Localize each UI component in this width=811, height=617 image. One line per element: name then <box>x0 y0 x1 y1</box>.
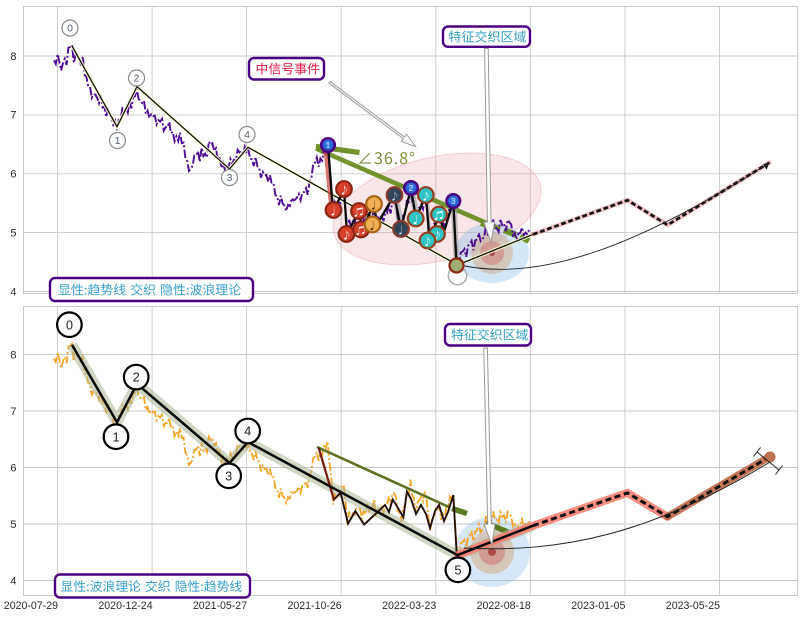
svg-text:2: 2 <box>133 370 140 385</box>
svg-text:2022-03-23: 2022-03-23 <box>382 600 436 612</box>
svg-text:2020-07-29: 2020-07-29 <box>4 600 58 612</box>
svg-text:2023-05-25: 2023-05-25 <box>666 600 720 612</box>
svg-text:3: 3 <box>451 196 456 206</box>
svg-text:5: 5 <box>10 227 16 239</box>
svg-text:6: 6 <box>10 169 16 181</box>
svg-text:5: 5 <box>10 519 16 531</box>
svg-text:2020-12-24: 2020-12-24 <box>98 600 152 612</box>
svg-text:7: 7 <box>10 110 16 122</box>
svg-text:1: 1 <box>115 135 121 147</box>
svg-text:2021-05-27: 2021-05-27 <box>193 600 247 612</box>
svg-text:3: 3 <box>225 468 232 483</box>
svg-text:4: 4 <box>10 575 16 587</box>
svg-text:4: 4 <box>10 286 16 298</box>
svg-text:7: 7 <box>10 406 16 418</box>
svg-text:4: 4 <box>244 424 251 439</box>
svg-text:2: 2 <box>134 73 140 85</box>
svg-text:1: 1 <box>326 140 331 150</box>
svg-text:5: 5 <box>454 562 461 577</box>
svg-text:3: 3 <box>227 172 233 184</box>
svg-text:6: 6 <box>10 462 16 474</box>
svg-text:2021-10-26: 2021-10-26 <box>287 600 341 612</box>
svg-text:0: 0 <box>66 317 73 332</box>
svg-text:1: 1 <box>112 429 119 444</box>
svg-text:8: 8 <box>10 51 16 63</box>
svg-text:2: 2 <box>409 183 414 193</box>
svg-text:8: 8 <box>10 349 16 361</box>
svg-text:2023-01-05: 2023-01-05 <box>571 600 625 612</box>
svg-text:2022-08-18: 2022-08-18 <box>477 600 531 612</box>
svg-text:0: 0 <box>67 23 73 35</box>
svg-text:4: 4 <box>244 129 250 141</box>
